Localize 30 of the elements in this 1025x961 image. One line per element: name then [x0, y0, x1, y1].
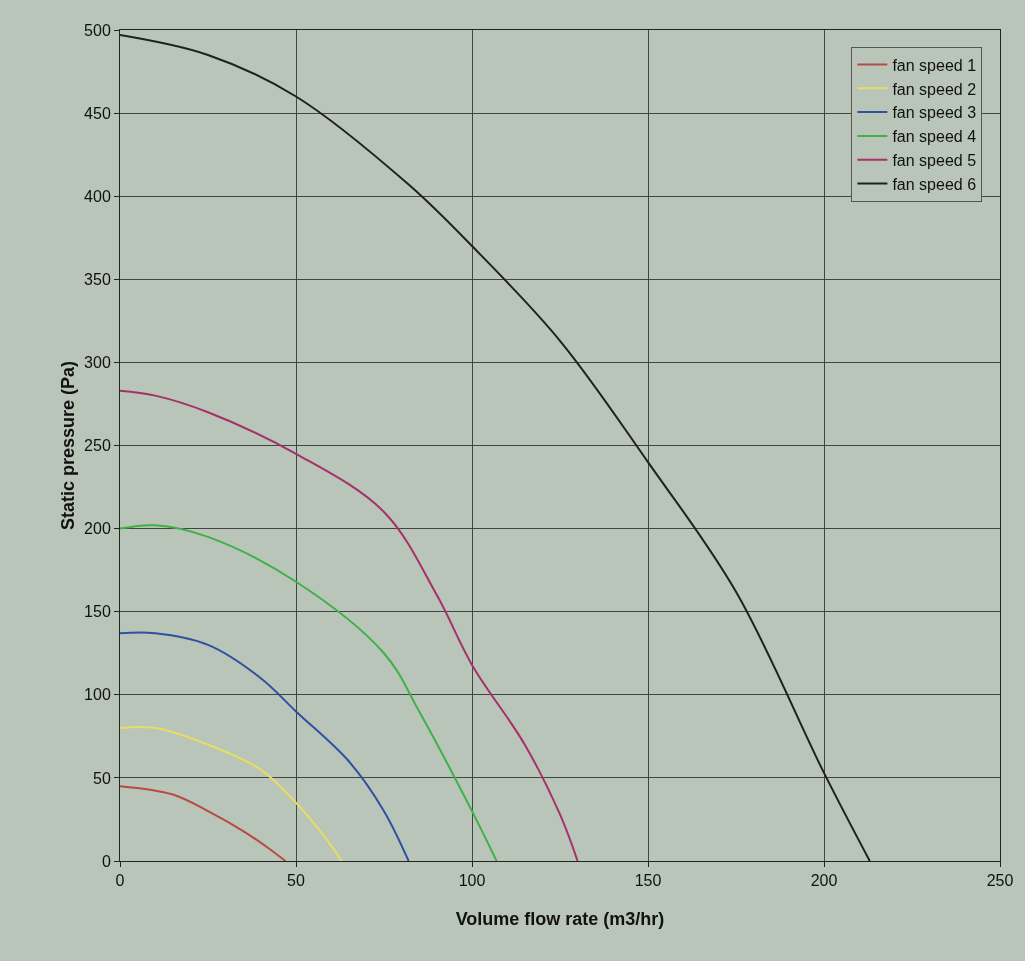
- legend-label: fan speed 5: [892, 151, 977, 169]
- y-tick-label: 400: [84, 187, 111, 205]
- line-series: [120, 785, 287, 861]
- line-series: [120, 726, 343, 861]
- x-tick-label: 100: [458, 872, 486, 890]
- x-tick-label: 150: [634, 872, 662, 890]
- y-tick-label: 500: [84, 21, 111, 39]
- y-tick-label: 250: [84, 437, 111, 455]
- y-tick-label: 450: [84, 104, 111, 122]
- y-tick-label: 0: [101, 852, 111, 870]
- x-tick-label: 0: [115, 872, 125, 890]
- legend-label: fan speed 4: [892, 128, 977, 146]
- legend-label: fan speed 1: [892, 56, 977, 74]
- y-tick-label: 50: [93, 769, 111, 787]
- y-tick-label: 150: [84, 603, 111, 621]
- legend-label: fan speed 2: [892, 80, 977, 98]
- legend-label: fan speed 3: [892, 104, 977, 122]
- x-axis-title: Volume flow rate (m3/hr): [455, 909, 665, 929]
- legend-label: fan speed 6: [892, 175, 977, 193]
- line-series: [120, 389, 579, 861]
- y-axis-title: Static pressure (Pa): [58, 360, 78, 531]
- x-tick-label: 200: [810, 872, 838, 890]
- x-tick-label: 50: [287, 872, 305, 890]
- y-tick-label: 100: [84, 686, 111, 704]
- y-tick-label: 200: [84, 520, 111, 538]
- line-series: [120, 631, 410, 861]
- line-series: [120, 524, 498, 861]
- y-tick-label: 300: [84, 354, 111, 371]
- y-tick-label: 350: [84, 270, 111, 288]
- x-tick-label: 250: [986, 872, 1014, 890]
